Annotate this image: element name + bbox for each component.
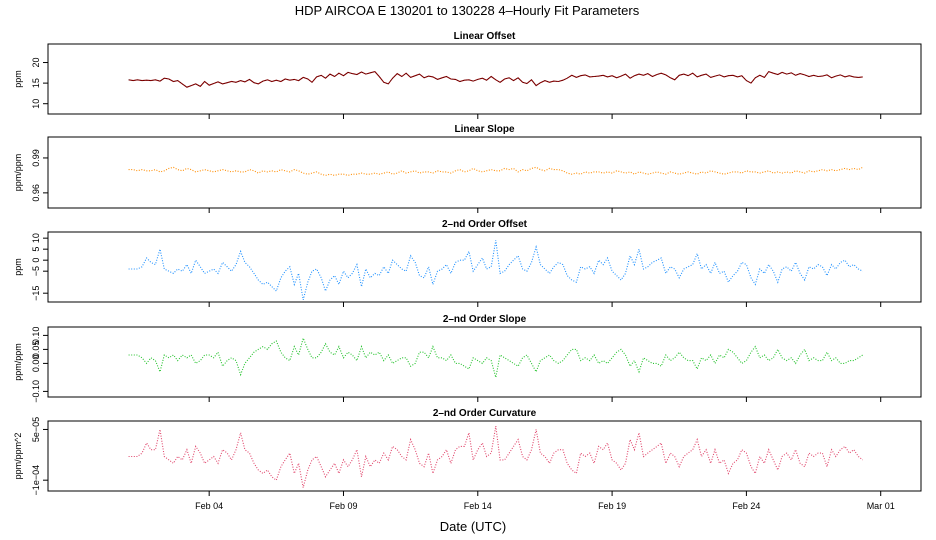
y-axis-label: ppm/ppm (13, 343, 23, 381)
y-tick-label: −15 (31, 286, 41, 301)
y-tick-label: 0.05 (31, 341, 41, 359)
panel-2: Linear Slope ppm/ppm 0.96 0.99 (13, 124, 922, 213)
y-tick-label: 0 (31, 258, 41, 263)
panel-frame (47, 43, 922, 115)
panel-frame (47, 326, 922, 398)
x-tick-label: Feb 04 (195, 501, 223, 511)
y-tick-label: 10 (31, 99, 41, 109)
y-tick-label: 10 (31, 233, 41, 243)
panel-title: 2–nd Order Slope (443, 314, 527, 325)
y-tick-label: −5 (31, 266, 41, 276)
panel-1: Linear Offset ppm 10 15 20 (13, 31, 922, 119)
series-line (128, 426, 864, 488)
x-tick-label: Feb 09 (329, 501, 357, 511)
y-axis-label: ppm/ppm (13, 154, 23, 192)
y-axis-label: ppm (13, 70, 23, 88)
y-tick-label: 20 (31, 58, 41, 68)
y-tick-label: 0.99 (31, 149, 41, 167)
y-tick-label: 5 (31, 247, 41, 252)
x-tick-label: Feb 14 (464, 501, 492, 511)
y-tick-label: 0.00 (31, 355, 41, 373)
panel-3: 2–nd Order Offset ppm −15 −5 0 5 10 (13, 219, 922, 307)
y-axis-label: ppm/ppm^2 (13, 433, 23, 480)
panel-title: 2–nd Order Offset (442, 219, 528, 230)
figure-title: HDP AIRCOA E 130201 to 130228 4–Hourly F… (295, 3, 640, 18)
y-tick-label: −0.10 (31, 380, 41, 403)
series-line (128, 336, 864, 378)
y-tick-label: −1e−04 (31, 465, 41, 496)
x-axis-label: Date (UTC) (440, 519, 506, 534)
y-tick-label: 5e−05 (31, 417, 41, 442)
panel-4: 2–nd Order Slope ppm/ppm −0.10 0.000.050.10 (13, 314, 922, 403)
panel-frame (47, 136, 922, 209)
y-tick-label: 0.96 (31, 184, 41, 202)
panel-frame (47, 231, 922, 303)
series-line (128, 240, 863, 300)
panel-frame (47, 420, 922, 492)
panel-5: 2–nd Order Curvature ppm/ppm^2 −1e−04 5e−05… (13, 408, 922, 511)
x-tick-label: Feb 24 (732, 501, 760, 511)
panel-title: 2–nd Order Curvature (433, 408, 537, 419)
x-tick-label: Feb 19 (598, 501, 626, 511)
y-axis-label: ppm (13, 258, 23, 276)
x-tick-label: Mar 01 (867, 501, 895, 511)
panel-title: Linear Slope (454, 124, 514, 135)
panel-title: Linear Offset (454, 31, 516, 42)
series-line (128, 166, 863, 176)
chart-panels: Linear Offset ppm 10 15 20 Linear Slope ppm/pp… (13, 31, 922, 511)
series-line-overlay (128, 71, 863, 88)
y-tick-label: 15 (31, 78, 41, 88)
y-tick-label: 0.10 (31, 327, 41, 345)
